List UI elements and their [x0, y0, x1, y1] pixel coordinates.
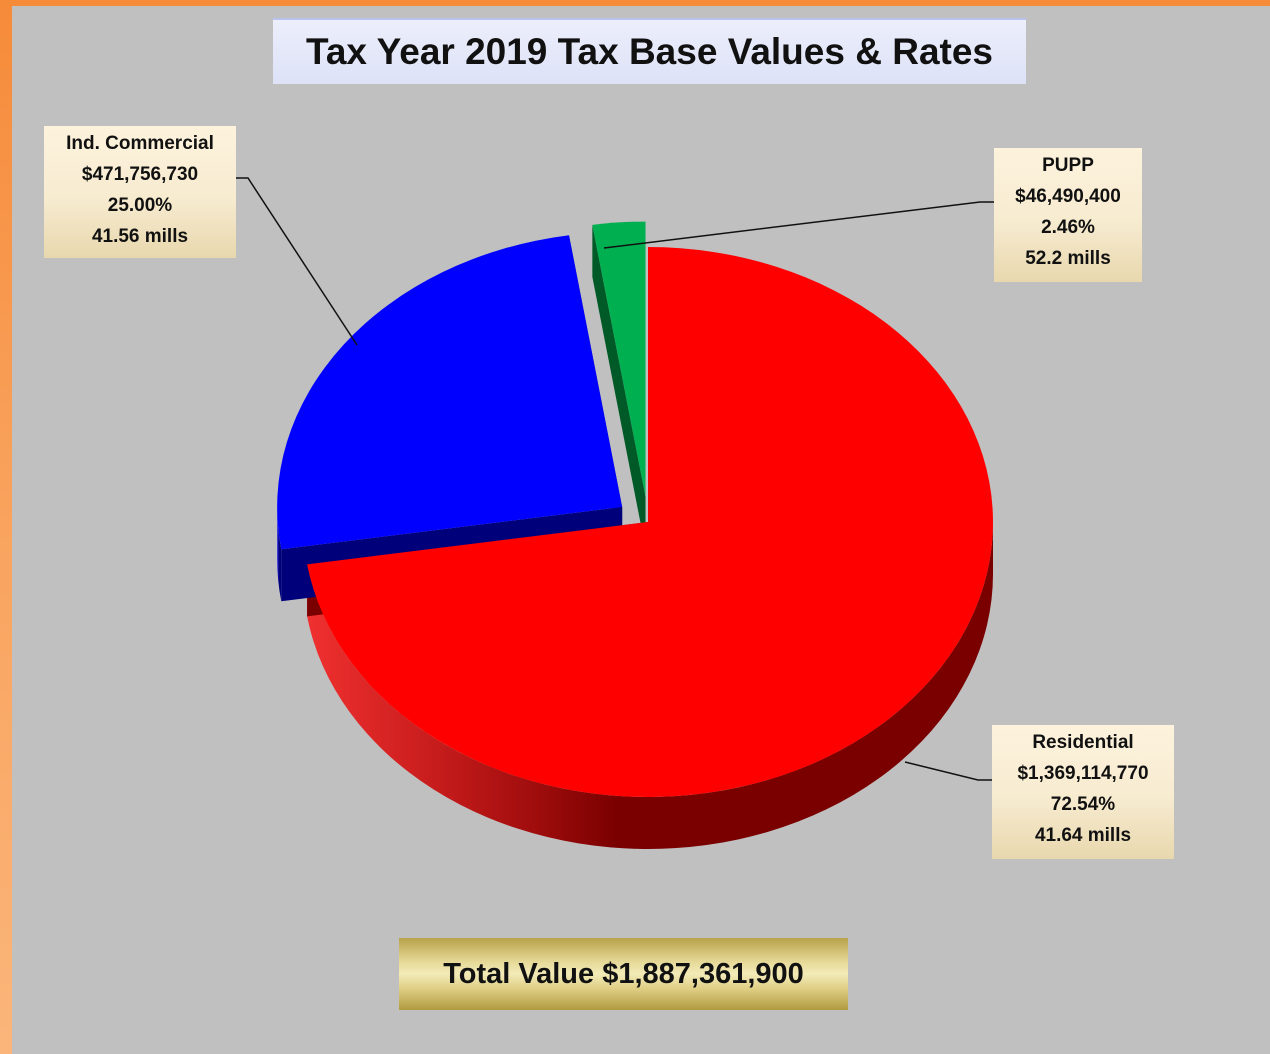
label-pupp-value: $46,490,400 [994, 181, 1142, 212]
leader-line-residential [905, 762, 992, 780]
label-ind-commercial-mills: 41.56 mills [44, 221, 236, 252]
label-pupp-mills: 52.2 mills [994, 243, 1142, 274]
label-pupp-name: PUPP [994, 150, 1142, 181]
total-value-banner: Total Value $1,887,361,900 [399, 938, 848, 1010]
label-residential: Residential $1,369,114,770 72.54% 41.64 … [992, 725, 1174, 859]
leader-line-pupp [604, 202, 994, 248]
label-pupp: PUPP $46,490,400 2.46% 52.2 mills [994, 148, 1142, 282]
leader-line-ind-commercial [236, 178, 357, 345]
label-pupp-percent: 2.46% [994, 212, 1142, 243]
label-residential-percent: 72.54% [992, 789, 1174, 820]
label-residential-name: Residential [992, 727, 1174, 758]
label-ind-commercial-value: $471,756,730 [44, 159, 236, 190]
slice-ind-commercial [277, 235, 622, 549]
label-ind-commercial-percent: 25.00% [44, 190, 236, 221]
label-ind-commercial: Ind. Commercial $471,756,730 25.00% 41.5… [44, 126, 236, 258]
label-ind-commercial-name: Ind. Commercial [44, 128, 236, 159]
label-residential-value: $1,369,114,770 [992, 758, 1174, 789]
label-residential-mills: 41.64 mills [992, 820, 1174, 851]
